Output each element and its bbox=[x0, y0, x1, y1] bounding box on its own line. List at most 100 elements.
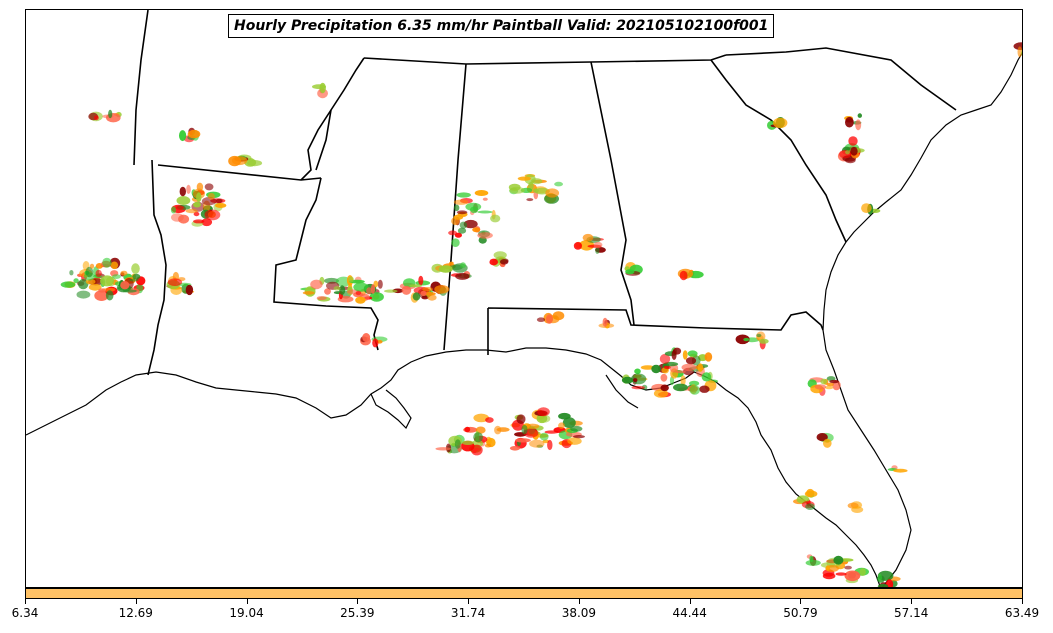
paintball-blob bbox=[324, 288, 331, 295]
paintball-blob bbox=[682, 350, 688, 360]
paintball-blob bbox=[529, 439, 545, 448]
paintball-blob bbox=[473, 432, 483, 443]
colorbar-tick-label: 31.74 bbox=[450, 606, 486, 620]
colorbar-tick bbox=[911, 599, 913, 604]
paintball-blob bbox=[248, 158, 254, 162]
paintball-blob bbox=[539, 432, 549, 441]
paintball-blob bbox=[570, 425, 583, 432]
paintball-blob bbox=[384, 289, 398, 293]
paintball-blob bbox=[855, 119, 862, 131]
paintball-blob bbox=[823, 438, 832, 448]
paintball-blob bbox=[453, 199, 469, 205]
paintball-blob bbox=[463, 219, 478, 229]
paintball-blob bbox=[489, 258, 499, 266]
paintball-blob bbox=[508, 183, 521, 191]
paintball-blob bbox=[582, 233, 594, 242]
paintball-blob bbox=[685, 357, 697, 365]
paintball-blob bbox=[877, 573, 883, 582]
paintball-blob bbox=[353, 282, 369, 292]
paintball-blob bbox=[193, 211, 200, 217]
colorbar-tick-label: 50.79 bbox=[783, 606, 818, 620]
paintball-blob bbox=[663, 365, 672, 370]
paintball-blob bbox=[60, 281, 76, 288]
paintball-blob bbox=[669, 376, 675, 386]
map-title: Hourly Precipitation 6.35 mm/hr Paintbal… bbox=[228, 14, 775, 38]
paintball-blob bbox=[339, 285, 346, 295]
paintball-blob bbox=[829, 379, 839, 384]
paintball-blob bbox=[756, 333, 762, 338]
paintball-blob bbox=[773, 117, 788, 129]
paintball-blob bbox=[421, 295, 429, 300]
paintball-blob bbox=[449, 261, 454, 265]
paintball-blob bbox=[171, 213, 184, 222]
paintball-blob bbox=[500, 259, 509, 265]
colorbar-tick bbox=[246, 599, 248, 604]
paintball-blob bbox=[102, 257, 112, 268]
paintball-blob bbox=[558, 422, 565, 430]
paintball-blob bbox=[496, 427, 510, 432]
paintball-blob bbox=[850, 146, 858, 156]
paintball-blob bbox=[372, 338, 379, 348]
colorbar-tick-label: 63.49 bbox=[1004, 606, 1040, 620]
paintball-blob bbox=[672, 347, 682, 355]
paintball-blob bbox=[477, 210, 493, 214]
state-borders bbox=[133, 10, 957, 376]
paintball-blob bbox=[231, 156, 248, 166]
paintball-blob bbox=[112, 274, 121, 279]
paintball-blob bbox=[844, 565, 852, 570]
paintball-blob bbox=[355, 296, 366, 304]
paintball-blob bbox=[472, 227, 481, 233]
paintball-blob bbox=[451, 238, 460, 247]
atlantic-coastline bbox=[822, 52, 1022, 587]
paintball-blob bbox=[526, 423, 540, 429]
paintball-blob bbox=[464, 426, 471, 433]
paintball-blob bbox=[435, 447, 452, 451]
paintball-blob bbox=[95, 269, 102, 277]
paintball-blob bbox=[1020, 51, 1022, 56]
colorbar-tick-label: 12.69 bbox=[118, 606, 153, 620]
paintball-blob bbox=[477, 232, 493, 239]
paintball-blob bbox=[482, 197, 488, 201]
paintball-blob bbox=[573, 435, 585, 439]
paintball-blob bbox=[193, 219, 205, 224]
paintball-blob bbox=[185, 208, 198, 214]
paintball-blob bbox=[660, 373, 668, 382]
colorbar-tick-label: 19.04 bbox=[229, 606, 264, 620]
paintball-blob bbox=[348, 276, 354, 283]
paintball-blob bbox=[640, 365, 655, 370]
paintball-blob bbox=[316, 296, 327, 301]
paintball-blob bbox=[108, 109, 113, 119]
paintball-blob bbox=[816, 433, 828, 442]
paintball-blob bbox=[845, 150, 851, 155]
paintball-blob bbox=[758, 338, 769, 344]
paintball-blob bbox=[545, 188, 560, 198]
paintball-blob bbox=[98, 288, 106, 293]
paintball-blob bbox=[824, 385, 834, 390]
paintball-blob bbox=[554, 181, 563, 187]
colorbar-tick bbox=[800, 599, 802, 604]
paintball-blob bbox=[679, 270, 688, 281]
paintball-blob bbox=[373, 280, 379, 288]
colorbar-tick-label: 38.09 bbox=[561, 606, 597, 620]
paintball-blob bbox=[735, 334, 750, 345]
paintball-blob bbox=[89, 263, 95, 269]
paintball-blob bbox=[355, 290, 362, 296]
paintball-blob bbox=[516, 414, 526, 425]
paintball-blob bbox=[409, 284, 422, 288]
paintball-blob bbox=[595, 246, 600, 254]
colorbar bbox=[25, 588, 1023, 599]
paintball-blob bbox=[185, 284, 194, 296]
paintball-blob bbox=[877, 583, 889, 587]
paintball-blob bbox=[461, 440, 474, 445]
colorbar-tick-label: 44.44 bbox=[672, 606, 707, 620]
paintball-blob bbox=[515, 438, 531, 443]
paintball-blob bbox=[857, 113, 862, 118]
paintball-blob bbox=[457, 227, 467, 234]
paintball-blob bbox=[302, 291, 315, 295]
paintball-blob bbox=[689, 385, 700, 395]
paintball-blob bbox=[422, 287, 433, 292]
paintball-blob bbox=[659, 353, 671, 364]
paintball-blob bbox=[634, 368, 641, 375]
paintball-blob bbox=[532, 188, 539, 193]
paintball-blob bbox=[536, 317, 546, 323]
